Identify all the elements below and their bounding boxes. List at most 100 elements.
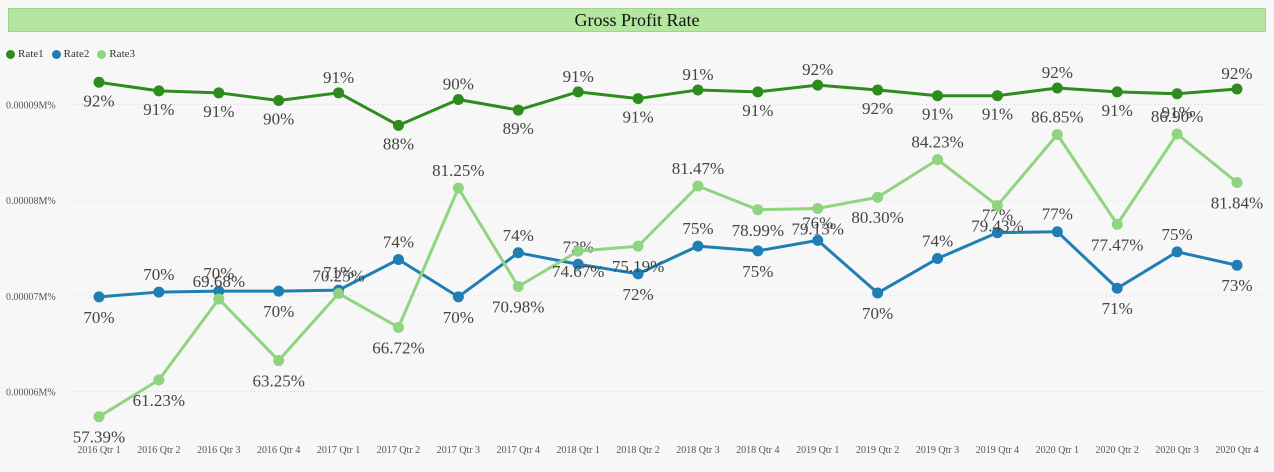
data-point-rate3-8 — [572, 245, 584, 257]
data-label-rate2-14: 74% — [922, 232, 953, 251]
data-label-rate2-5: 74% — [383, 232, 414, 251]
data-point-rate1-19 — [1231, 83, 1243, 95]
data-label-rate1-15: 91% — [982, 105, 1013, 124]
legend-label-rate1: Rate1 — [18, 48, 44, 60]
data-point-rate1-18 — [1171, 88, 1183, 100]
data-label-rate3-3: 63.25% — [252, 372, 304, 391]
data-label-rate2-4: 71% — [323, 263, 354, 282]
data-label-rate2-6: 70% — [443, 308, 474, 327]
legend-swatch-rate1 — [6, 49, 15, 59]
data-label-rate1-1: 91% — [143, 100, 174, 119]
data-point-rate2-17 — [1111, 282, 1123, 294]
data-label-rate2-1: 70% — [143, 265, 174, 284]
data-label-rate1-7: 89% — [503, 119, 534, 138]
data-label-rate3-18: 86.90% — [1151, 107, 1203, 126]
data-label-rate1-18: 91% — [1162, 103, 1193, 122]
data-label-rate3-14: 84.23% — [911, 133, 963, 152]
data-label-rate1-14: 91% — [922, 105, 953, 124]
data-point-rate1-4 — [333, 87, 345, 99]
data-label-rate1-17: 91% — [1102, 101, 1133, 120]
data-point-rate1-3 — [273, 94, 285, 106]
data-point-rate2-8 — [572, 258, 584, 270]
data-point-rate2-16 — [1051, 226, 1063, 238]
data-label-rate1-10: 91% — [682, 65, 713, 84]
data-label-rate1-6: 90% — [443, 75, 474, 94]
data-label-rate1-19: 92% — [1221, 64, 1252, 83]
x-tick-label-11: 2018 Qtr 4 — [736, 445, 779, 456]
data-label-rate3-17: 77.47% — [1091, 235, 1143, 254]
data-label-rate3-19: 81.84% — [1211, 193, 1263, 212]
data-point-rate2-3 — [273, 285, 285, 297]
data-point-rate2-0 — [93, 291, 105, 303]
data-point-rate3-9 — [632, 240, 644, 252]
y-tick-label-0: 0.00009M% — [6, 100, 56, 111]
y-tick-label-3: 0.00006M% — [6, 388, 56, 399]
data-point-rate1-7 — [512, 104, 524, 116]
data-label-rate3-10: 81.47% — [672, 159, 724, 178]
data-point-rate3-16 — [1051, 128, 1063, 140]
data-point-rate1-6 — [452, 94, 464, 106]
y-tick-label-2: 0.00007M% — [6, 292, 56, 303]
data-label-rate1-5: 88% — [383, 134, 414, 153]
data-label-rate3-12: 79.13% — [792, 219, 844, 238]
x-tick-label-13: 2019 Qtr 2 — [856, 445, 899, 456]
data-label-rate1-12: 92% — [802, 60, 833, 79]
data-point-rate2-1 — [153, 286, 165, 298]
data-label-rate2-9: 72% — [622, 285, 653, 304]
data-label-rate3-11: 78.99% — [732, 221, 784, 240]
data-label-rate3-15: 79.43% — [971, 217, 1023, 236]
data-label-rate3-9: 75.19% — [612, 257, 664, 276]
data-label-rate3-8: 74.67% — [552, 262, 604, 281]
x-tick-label-19: 2020 Qtr 4 — [1215, 445, 1258, 456]
data-point-rate2-14 — [932, 253, 944, 265]
data-label-rate3-13: 80.30% — [851, 208, 903, 227]
data-label-rate1-9: 91% — [622, 108, 653, 127]
data-label-rate2-17: 71% — [1102, 299, 1133, 318]
data-point-rate3-0 — [93, 411, 105, 423]
data-point-rate2-10 — [692, 240, 704, 252]
x-tick-label-4: 2017 Qtr 1 — [317, 445, 360, 456]
data-point-rate1-13 — [872, 84, 884, 96]
data-point-rate2-11 — [752, 245, 764, 257]
data-point-rate2-15 — [991, 227, 1003, 239]
data-point-rate1-8 — [572, 86, 584, 98]
series-line-rate1 — [98, 80, 1238, 127]
x-tick-label-1: 2016 Qtr 2 — [137, 445, 180, 456]
data-label-rate3-4: 70.25% — [312, 267, 364, 286]
data-point-rate3-10 — [692, 180, 704, 192]
data-label-rate2-13: 70% — [862, 304, 893, 323]
data-point-rate2-9 — [632, 268, 644, 280]
data-label-rate3-0: 57.39% — [73, 428, 125, 447]
data-point-rate2-19 — [1231, 259, 1243, 271]
legend-item-rate2[interactable]: Rate2 — [51, 48, 89, 60]
data-label-rate3-16: 86.85% — [1031, 107, 1083, 126]
legend-item-rate3[interactable]: Rate3 — [97, 48, 135, 60]
legend-swatch-rate2 — [51, 49, 61, 59]
data-point-rate3-3 — [273, 355, 285, 367]
data-point-rate3-18 — [1171, 128, 1183, 140]
data-point-rate3-19 — [1231, 176, 1243, 188]
legend-item-rate1[interactable]: Rate1 — [6, 48, 44, 60]
x-tick-label-6: 2017 Qtr 3 — [437, 445, 480, 456]
x-tick-label-15: 2019 Qtr 4 — [976, 445, 1019, 456]
x-tick-label-14: 2019 Qtr 3 — [916, 445, 959, 456]
data-point-rate1-1 — [153, 85, 165, 97]
data-point-rate1-17 — [1111, 86, 1123, 98]
data-label-rate1-8: 91% — [563, 67, 594, 86]
data-label-rate1-3: 90% — [263, 109, 294, 128]
data-point-rate1-0 — [93, 76, 105, 88]
x-tick-label-5: 2017 Qtr 2 — [377, 445, 420, 456]
x-tick-label-0: 2016 Qtr 1 — [77, 445, 120, 456]
data-point-rate3-7 — [512, 281, 524, 293]
data-label-rate3-1: 61.23% — [133, 391, 185, 410]
data-point-rate1-10 — [692, 84, 704, 96]
x-tick-label-16: 2020 Qtr 1 — [1036, 445, 1079, 456]
x-tick-label-2: 2016 Qtr 3 — [197, 445, 240, 456]
data-label-rate2-10: 75% — [682, 219, 713, 238]
data-label-rate1-13: 92% — [862, 99, 893, 118]
data-label-rate1-16: 92% — [1042, 63, 1073, 82]
chart-title-bar: Gross Profit Rate — [8, 8, 1266, 32]
data-point-rate1-11 — [752, 86, 764, 98]
data-label-rate2-7: 74% — [503, 226, 534, 245]
